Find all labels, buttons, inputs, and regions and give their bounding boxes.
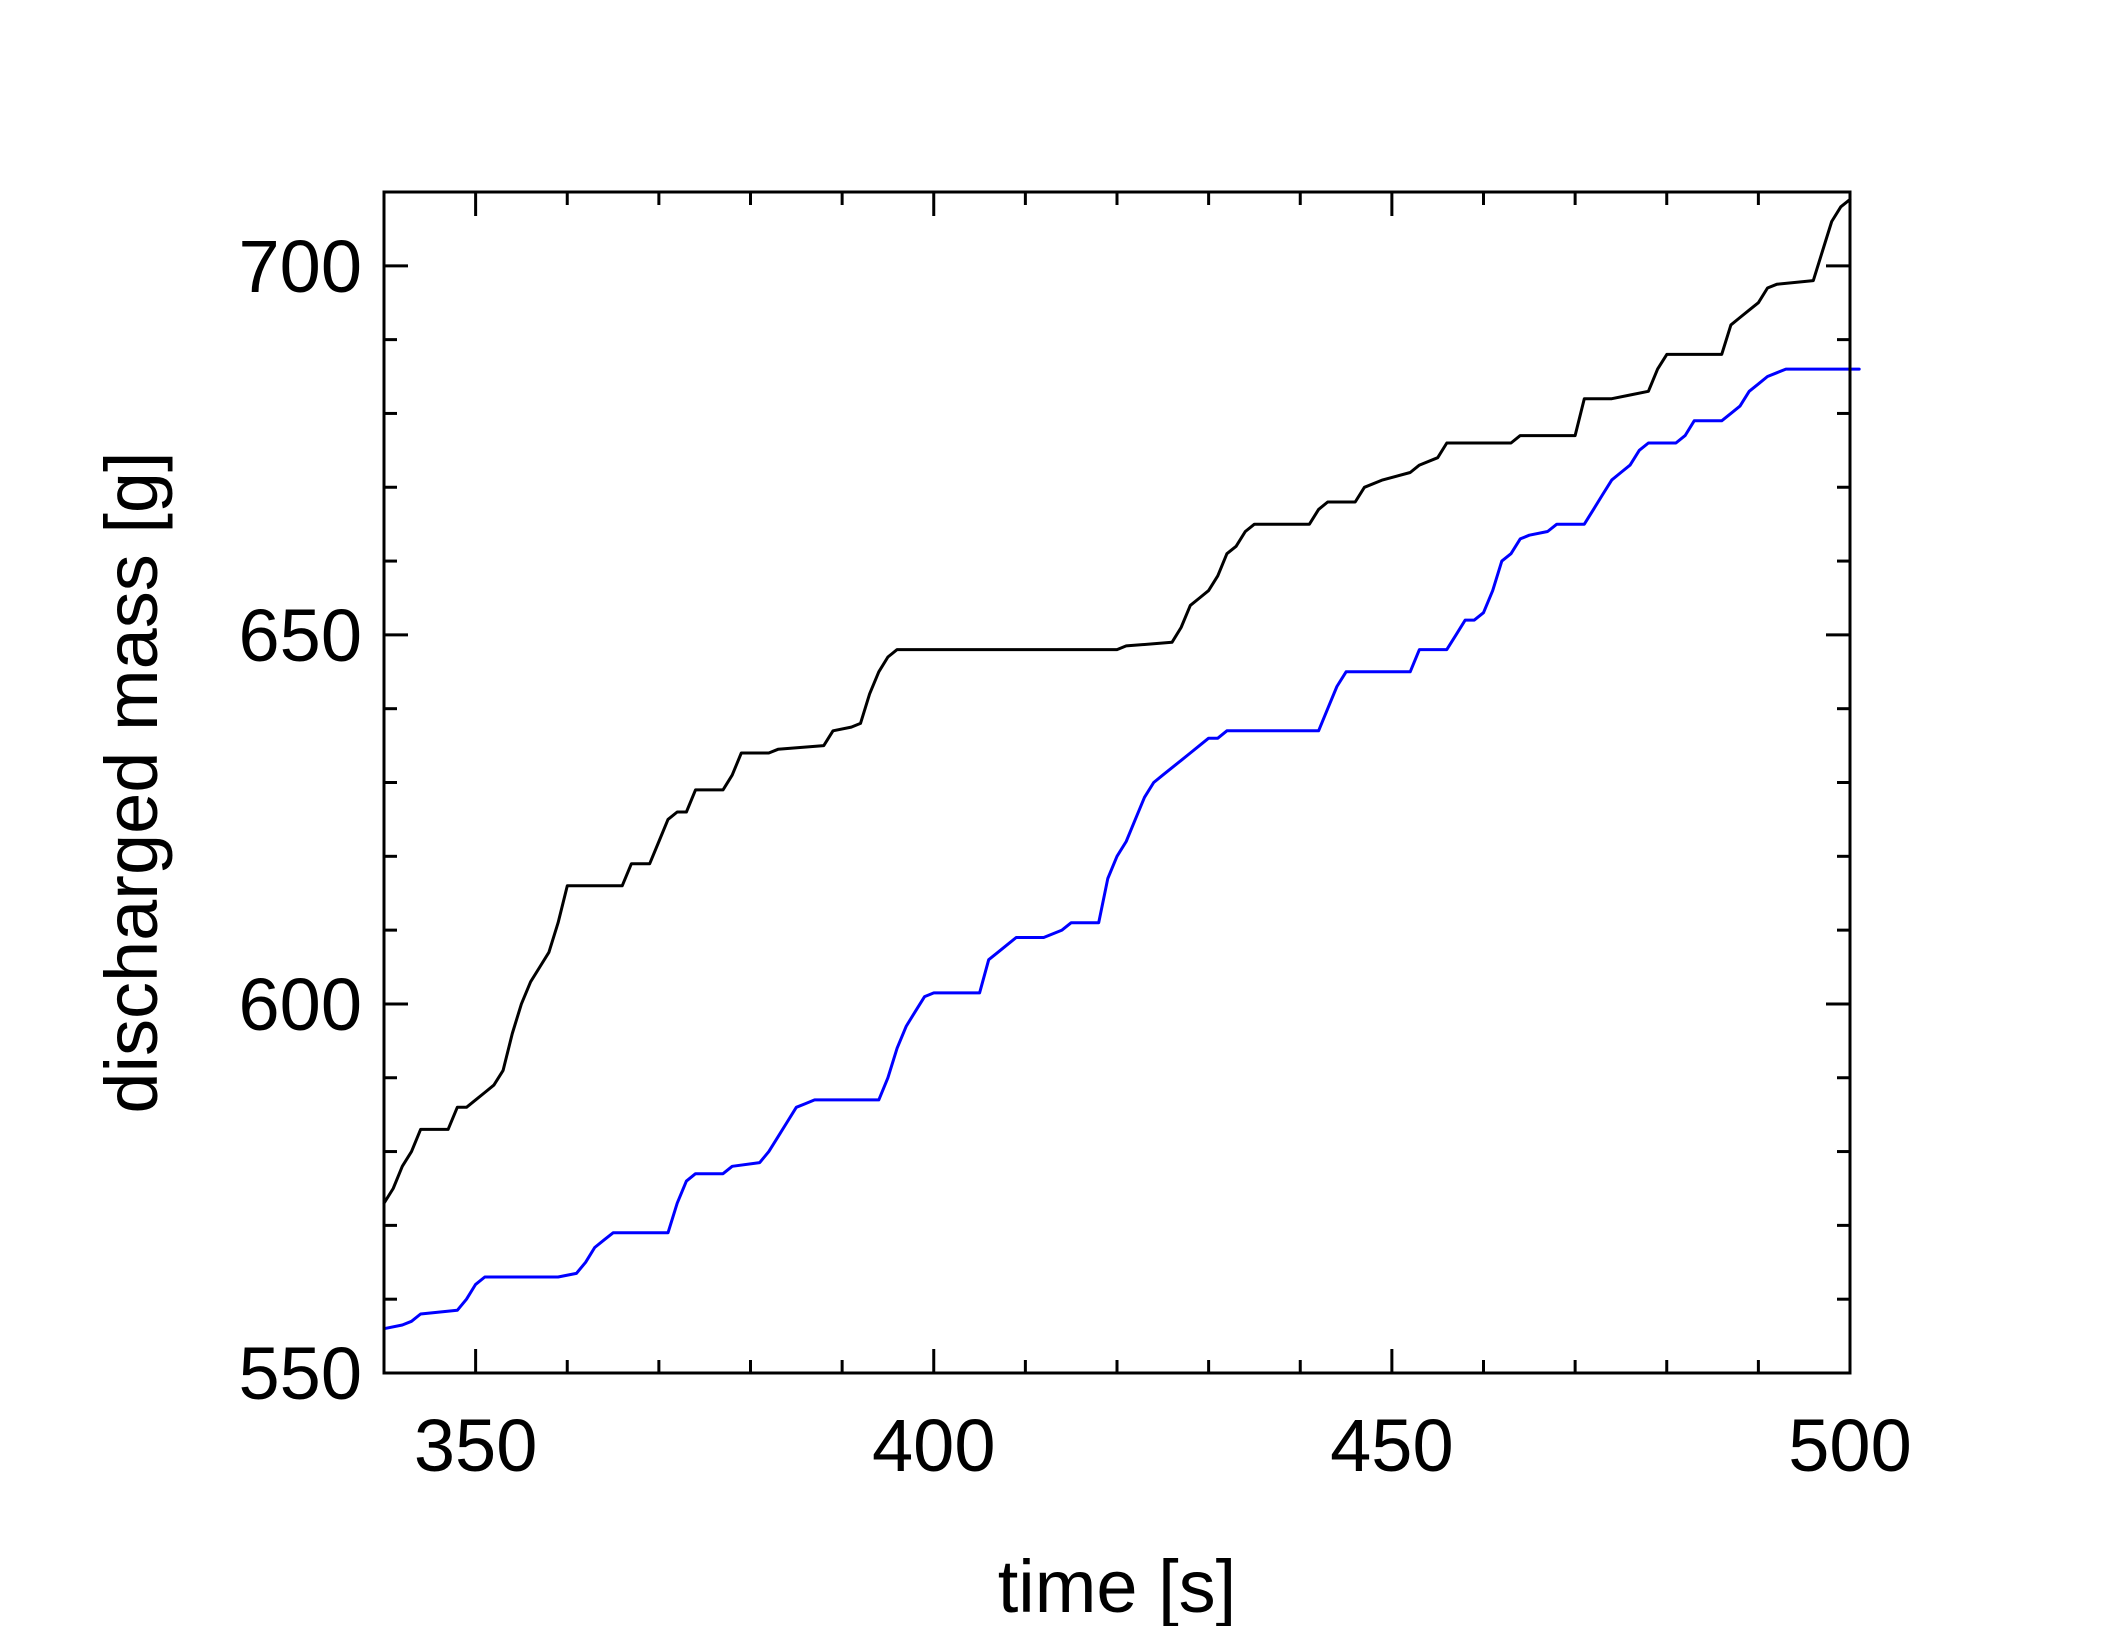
series-layer bbox=[382, 197, 1861, 1331]
x-tick-label: 450 bbox=[1330, 1404, 1453, 1487]
x-tick-label: 400 bbox=[872, 1404, 995, 1487]
plot-frame bbox=[382, 190, 1852, 1375]
series-line-2 bbox=[382, 367, 1861, 1331]
tick-layer bbox=[382, 190, 1852, 1375]
x-tick-label: 350 bbox=[414, 1404, 537, 1487]
x-axis-title: time [s] bbox=[998, 1545, 1236, 1626]
y-tick-label: 550 bbox=[239, 1332, 362, 1415]
x-tick-label: 500 bbox=[1788, 1404, 1911, 1487]
label-layer: 350 400 450 500 550 600 650 700 bbox=[239, 225, 1912, 1487]
y-tick-label: 700 bbox=[239, 225, 362, 308]
y-tick-label: 600 bbox=[239, 963, 362, 1046]
y-tick-label: 650 bbox=[239, 594, 362, 677]
series-line-1 bbox=[382, 197, 1852, 1205]
y-axis-title: discharged mass [g] bbox=[90, 451, 173, 1113]
